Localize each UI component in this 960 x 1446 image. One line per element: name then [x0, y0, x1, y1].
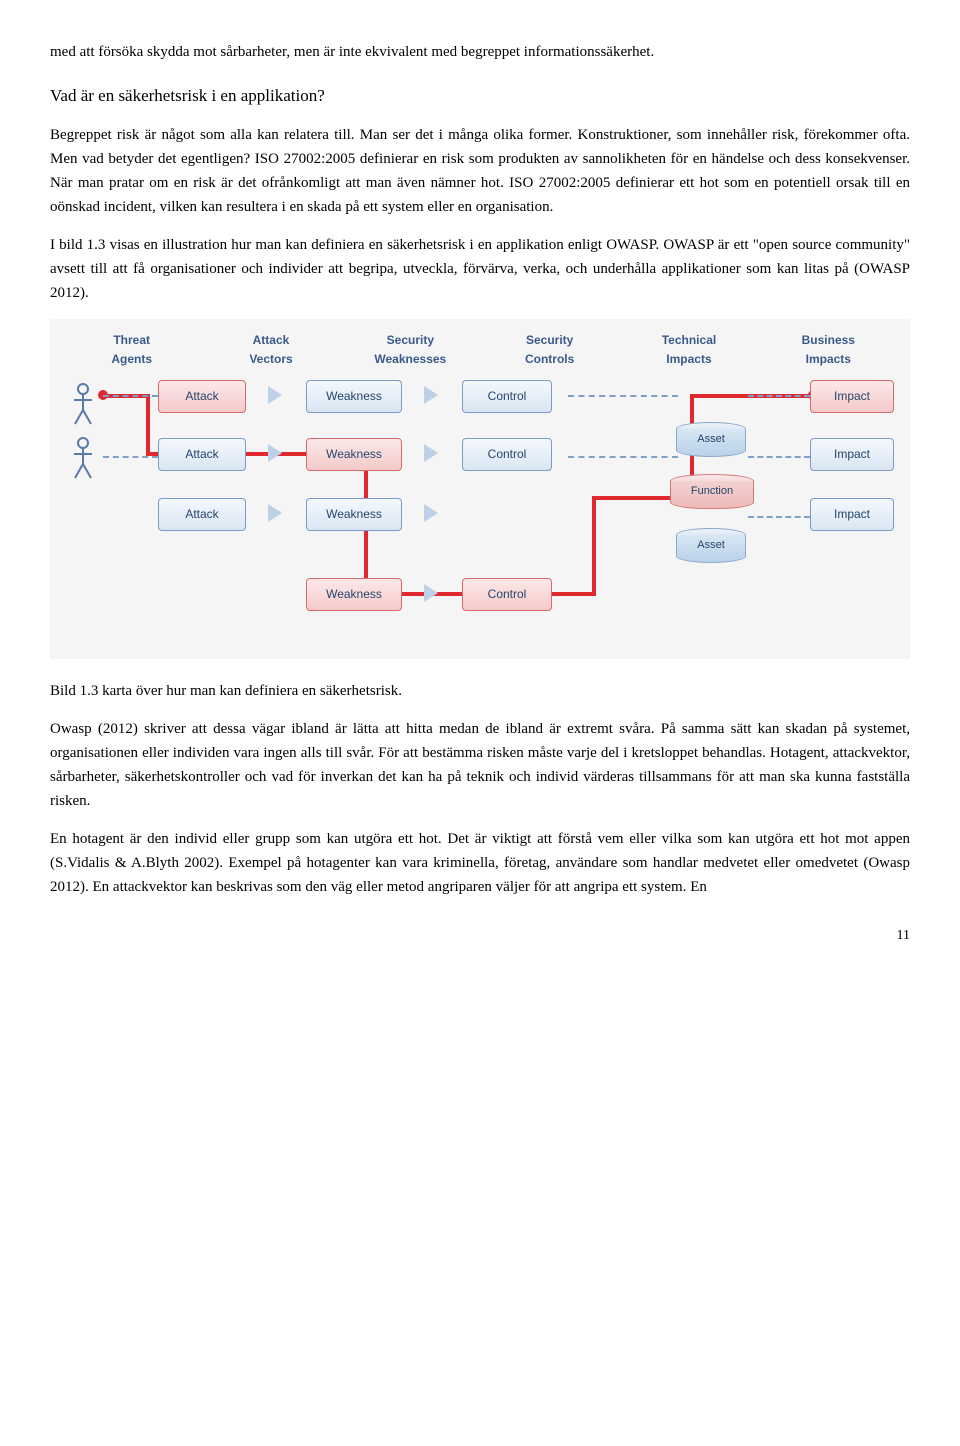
control-node: Control [462, 380, 552, 413]
col-security-controls: SecurityControls [480, 331, 619, 369]
col-threat-agents: ThreatAgents [62, 331, 201, 369]
col-business-impacts: BusinessImpacts [759, 331, 898, 369]
paragraph-intro: med att försöka skydda mot sårbarheter, … [50, 40, 910, 64]
red-path [592, 496, 596, 596]
arrow-icon [424, 444, 438, 462]
impact-node: Impact [810, 380, 894, 413]
col-attack-vectors: AttackVectors [201, 331, 340, 369]
paragraph-2: Begreppet risk är något som alla kan rel… [50, 123, 910, 219]
arrow-icon [424, 386, 438, 404]
diagram-column-headers: ThreatAgents AttackVectors SecurityWeakn… [58, 331, 902, 377]
owasp-risk-diagram: ThreatAgents AttackVectors SecurityWeakn… [50, 319, 910, 659]
stick-figure-icon [70, 382, 96, 426]
dashed-connector [103, 395, 158, 397]
asset-cylinder: Asset [676, 422, 746, 462]
attack-node: Attack [158, 438, 246, 471]
dashed-connector [748, 456, 810, 458]
impact-node: Impact [810, 498, 894, 531]
paragraph-5: En hotagent är den individ eller grupp s… [50, 827, 910, 899]
function-cylinder: Function [670, 474, 754, 514]
weakness-node: Weakness [306, 578, 402, 611]
diagram-body: Attack Attack Attack Weakness Weakness W… [58, 378, 902, 638]
dashed-connector [748, 395, 810, 397]
control-node: Control [462, 438, 552, 471]
asset-cylinder: Asset [676, 528, 746, 568]
col-technical-impacts: TechnicalImpacts [619, 331, 758, 369]
red-path [146, 394, 150, 454]
paragraph-3: I bild 1.3 visas en illustration hur man… [50, 233, 910, 305]
weakness-node: Weakness [306, 380, 402, 413]
weakness-node: Weakness [306, 498, 402, 531]
figure-caption: Bild 1.3 karta över hur man kan definier… [50, 679, 910, 703]
arrow-icon [268, 504, 282, 522]
dashed-connector [103, 456, 158, 458]
stick-figure-icon [70, 436, 96, 480]
paragraph-4: Owasp (2012) skriver att dessa vägar ibl… [50, 717, 910, 813]
attack-node: Attack [158, 498, 246, 531]
arrow-icon [424, 504, 438, 522]
control-node: Control [462, 578, 552, 611]
arrow-icon [268, 386, 282, 404]
col-security-weaknesses: SecurityWeaknesses [341, 331, 480, 369]
attack-node: Attack [158, 380, 246, 413]
impact-node: Impact [810, 438, 894, 471]
dashed-connector [748, 516, 810, 518]
weakness-node: Weakness [306, 438, 402, 471]
dashed-connector [568, 456, 678, 458]
section-heading: Vad är en säkerhetsrisk i en applikation… [50, 82, 910, 109]
arrow-icon [424, 584, 438, 602]
dashed-connector [568, 395, 678, 397]
arrow-icon [268, 444, 282, 462]
page-number: 11 [50, 925, 910, 947]
